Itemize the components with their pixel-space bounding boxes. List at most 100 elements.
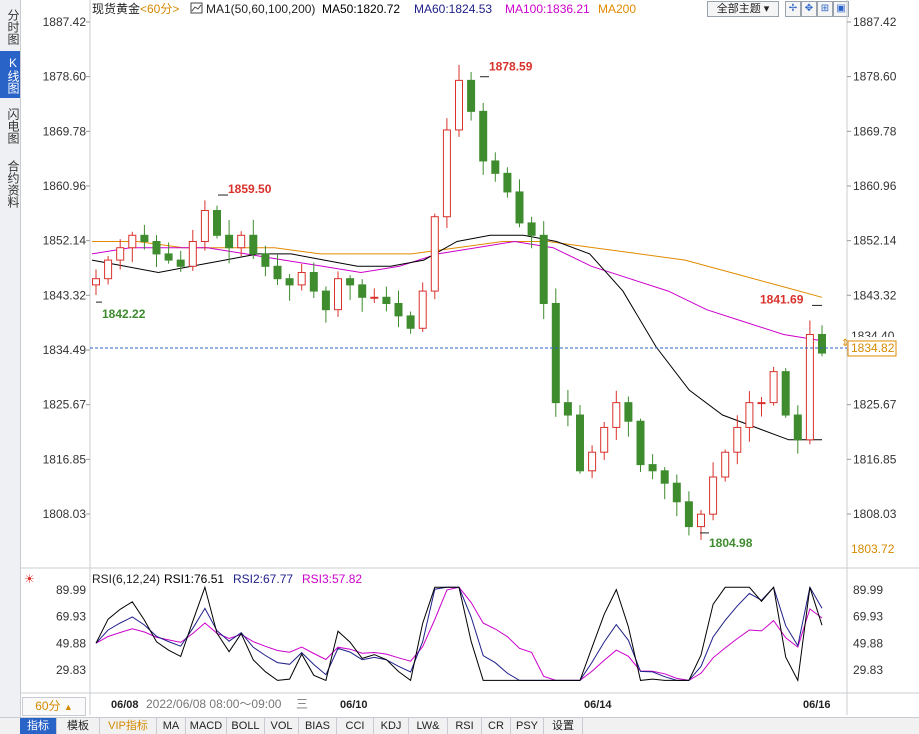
time-label-0610: 06/10 — [340, 699, 368, 711]
tab-template[interactable]: 模板 — [57, 718, 100, 734]
candle-body — [745, 402, 754, 428]
price-tick-right: 1816.85 — [853, 452, 897, 466]
rsi-tick-left: 49.88 — [56, 636, 86, 650]
candle-body — [672, 482, 681, 503]
candle-body — [479, 110, 488, 162]
tab-rsi[interactable]: RSI — [448, 718, 482, 734]
rsi-tick-right: 69.93 — [853, 610, 883, 624]
candle-body — [818, 333, 826, 354]
ma-lines — [91, 234, 823, 441]
tab-vol[interactable]: VOL — [265, 718, 299, 734]
candle-body — [273, 265, 282, 280]
tab-boll[interactable]: BOLL — [227, 718, 265, 734]
candle-body — [225, 234, 234, 249]
price-tick-left: 1869.78 — [43, 124, 87, 138]
candles — [92, 64, 826, 540]
tab-ma[interactable]: MA — [157, 718, 186, 734]
price-tick-right: 1887.42 — [853, 15, 897, 29]
theme-select[interactable]: 全部主题 ▾ — [707, 1, 779, 17]
tab-time-chart[interactable]: 分时图 — [6, 8, 20, 45]
candle-body — [261, 253, 270, 267]
candle-body — [334, 278, 342, 311]
tab-k-line[interactable]: K线图 — [0, 51, 20, 98]
candle-body — [237, 234, 246, 249]
candle-body — [200, 210, 209, 243]
candle-body — [321, 290, 330, 311]
candle-body — [539, 234, 548, 304]
zoom-in-icon[interactable]: ✢ — [785, 1, 801, 17]
price-tick-left: 1816.85 — [43, 452, 87, 466]
rsi-tick-left: 29.83 — [56, 663, 86, 677]
period-selector-label: 60分 — [35, 699, 61, 713]
restore-icon[interactable]: ▣ — [833, 1, 849, 17]
tab-vip-indicator[interactable]: VIP指标 — [100, 718, 157, 734]
tab-lw[interactable]: LW& — [409, 718, 448, 734]
price-axis-right: 1887.42 1878.60 1869.78 1860.96 1852.14 1843.… — [847, 15, 897, 521]
tab-contract-info[interactable]: 合约资料 — [6, 160, 20, 208]
annotation-high-2: 1878.59 — [489, 60, 533, 74]
candle-body — [660, 470, 669, 484]
period-tag: <60分> — [140, 2, 179, 16]
candle-body — [297, 271, 306, 286]
rsi-axis: 89.99 89.99 69.93 69.93 49.88 49.88 29.83 29.83 — [56, 583, 883, 677]
ma200-line — [92, 241, 823, 298]
tab-cr[interactable]: CR — [482, 718, 511, 734]
annotation-high-1: 1859.50 — [228, 182, 272, 196]
candle-body — [128, 234, 137, 249]
rsi-lines — [95, 585, 823, 683]
crosshair-menu-icon[interactable]: 三 — [296, 697, 308, 711]
instrument-name: 现货黄金 — [92, 1, 140, 16]
ma50-value: MA50:1820.72 — [322, 2, 400, 16]
split-icon[interactable]: ⊞ — [817, 1, 833, 17]
candle-body — [370, 296, 379, 299]
candle-body — [588, 451, 597, 472]
tab-settings[interactable]: 设置 — [544, 718, 583, 734]
candle-body — [527, 222, 536, 236]
tab-kdj[interactable]: KDJ — [374, 718, 409, 734]
candle-body — [382, 296, 391, 304]
candle-body — [491, 160, 500, 174]
price-tick-right: 1878.60 — [853, 70, 897, 84]
tab-bias[interactable]: BIAS — [299, 718, 337, 734]
candle-body — [285, 278, 294, 286]
candle-body — [733, 426, 742, 453]
period-selector[interactable]: 60分 ▲ — [22, 697, 86, 716]
candle-body — [636, 420, 645, 466]
candle-body — [648, 464, 657, 472]
right-lower-label: 1803.72 — [851, 542, 895, 556]
price-tick-left: 1834.49 — [43, 343, 87, 357]
ma-icon-line — [191, 4, 202, 12]
price-tick-right: 1808.03 — [853, 507, 897, 521]
candle-body — [709, 476, 718, 515]
candle-body — [612, 402, 621, 428]
zoom-out-icon[interactable]: ✥ — [801, 1, 817, 17]
rsi1-line — [95, 585, 823, 683]
ma60-value: MA60:1824.53 — [414, 2, 492, 16]
tab-flash-chart[interactable]: 闪电图 — [6, 107, 20, 144]
tab-indicator[interactable]: 指标 — [20, 718, 57, 734]
candle-body — [152, 241, 161, 255]
candle-body — [116, 247, 125, 261]
tab-macd[interactable]: MACD — [186, 718, 227, 734]
time-axis: 06/08 06/10 06/14 06/16 2022/06/08 08:00… — [111, 697, 831, 711]
rsi-settings-icon[interactable]: ☀ — [24, 572, 35, 586]
candle-body — [430, 216, 439, 292]
price-tick-left: 1860.96 — [43, 179, 87, 193]
price-tick-right: 1843.32 — [853, 288, 897, 302]
candle-body — [188, 241, 197, 267]
annotation-recent-high: 1841.69 — [760, 292, 804, 306]
candle-body — [769, 371, 778, 404]
ma50-line — [91, 234, 822, 441]
current-price-marker-icon: ⇕ — [841, 338, 849, 349]
tab-psy[interactable]: PSY — [511, 718, 544, 734]
candle-body — [418, 290, 427, 329]
rsi1-value: RSI1:76.51 — [164, 572, 224, 586]
candle-body — [442, 129, 451, 218]
tab-cci[interactable]: CCI — [337, 718, 374, 734]
price-tick-left: 1825.67 — [43, 398, 87, 412]
price-tick-right: 1869.78 — [853, 124, 897, 138]
rsi3-line — [95, 586, 823, 681]
candle-body — [697, 513, 705, 528]
rsi-tick-right: 49.88 — [853, 636, 883, 650]
